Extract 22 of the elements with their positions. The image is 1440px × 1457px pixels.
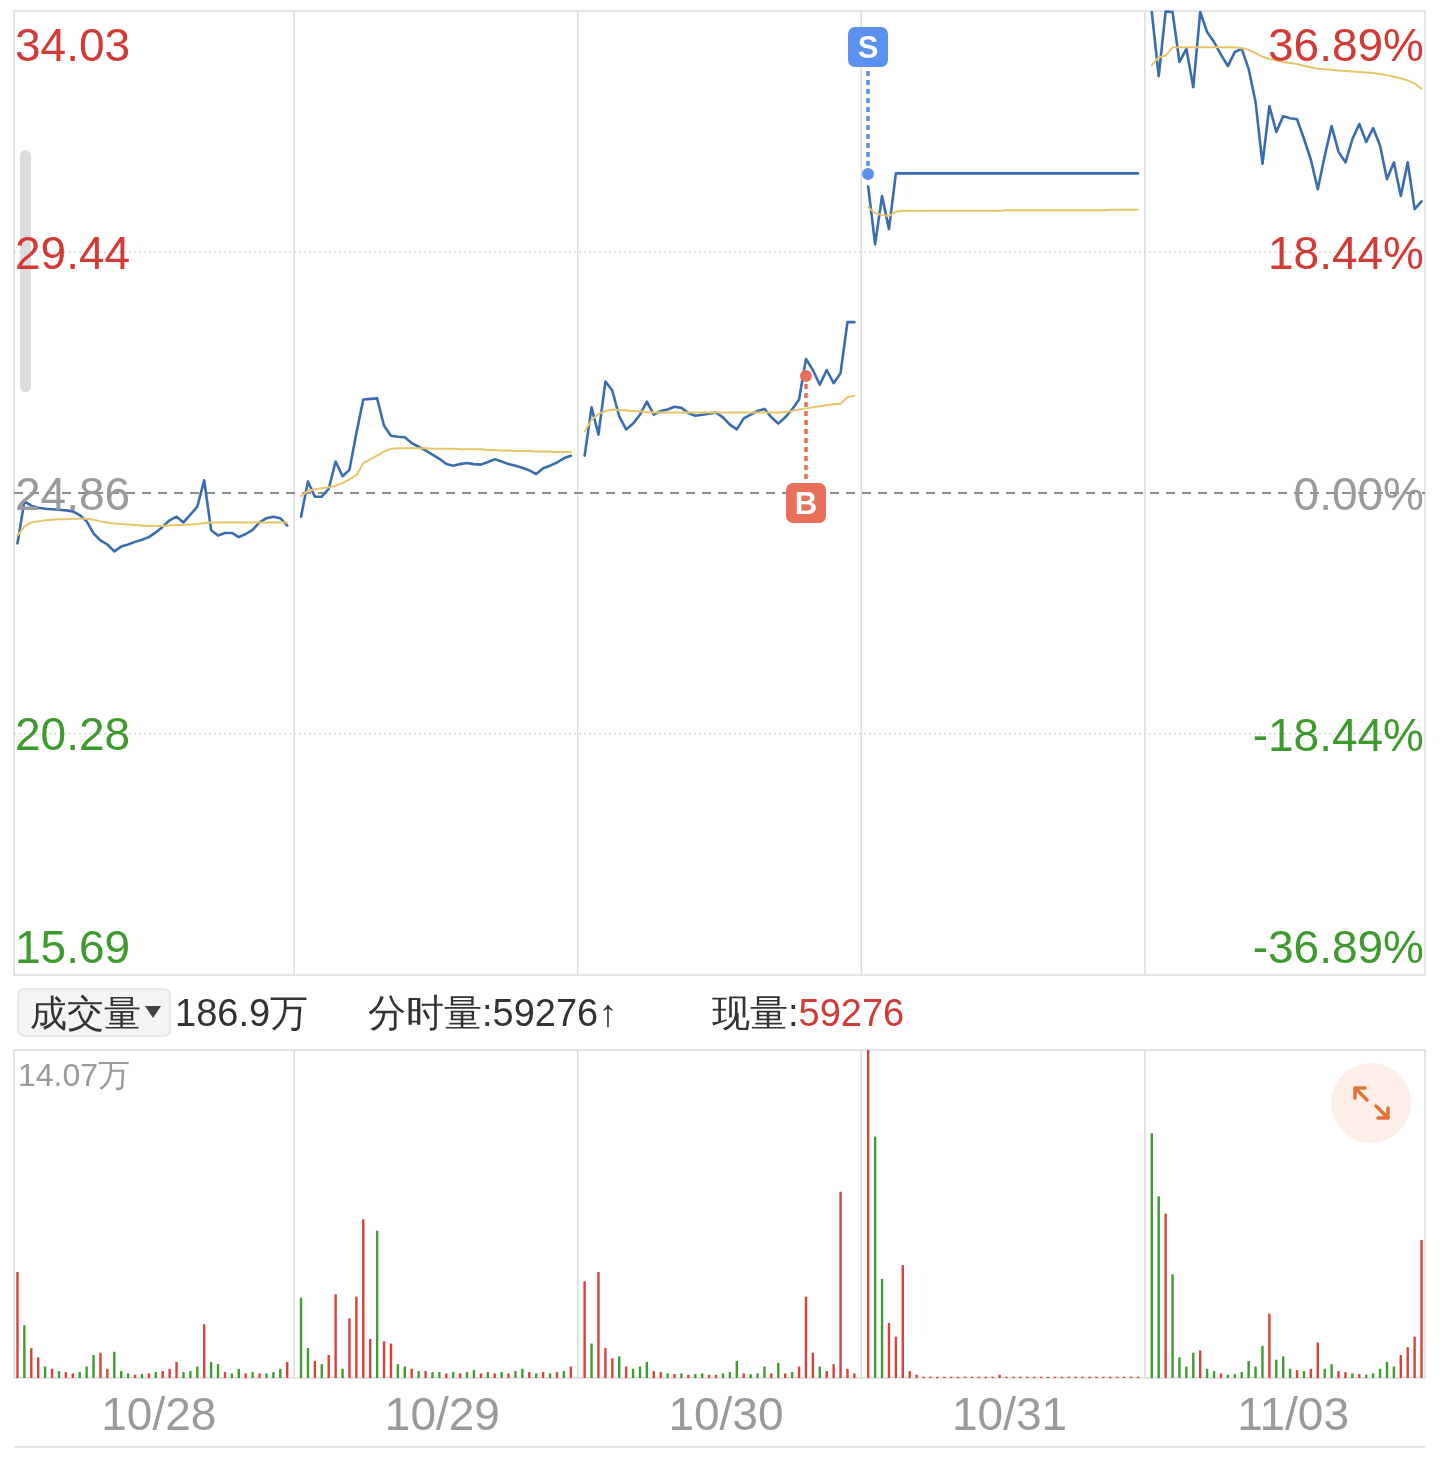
x-tick-label: 10/29 bbox=[384, 1388, 500, 1440]
y2-tick-label: 0.00% bbox=[1293, 467, 1424, 520]
annotation: 59276 bbox=[798, 992, 905, 1034]
y2-tick-label: 18.44% bbox=[1268, 226, 1424, 279]
x-tick-label: 10/28 bbox=[101, 1388, 217, 1440]
x-tick-label: 11/03 bbox=[1237, 1388, 1349, 1440]
annotation: S bbox=[857, 30, 879, 65]
y2-tick-label: -36.89% bbox=[1252, 920, 1424, 973]
annotation: 14.07万 bbox=[18, 1057, 131, 1093]
x-tick-label: 10/30 bbox=[668, 1388, 784, 1440]
x-tick-label: 10/31 bbox=[952, 1388, 1068, 1440]
annotation: 分时量:59276↑ bbox=[368, 992, 618, 1034]
y-tick-label: 20.28 bbox=[15, 708, 131, 761]
title: 成交量 bbox=[30, 993, 141, 1034]
annotation: 现量: bbox=[712, 992, 799, 1034]
y2-tick-label: 36.89% bbox=[1268, 18, 1424, 71]
annotation: 186.9万 bbox=[175, 992, 309, 1034]
y-tick-label: 34.03 bbox=[15, 18, 131, 71]
y-tick-label: 29.44 bbox=[15, 226, 131, 279]
y-tick-label: 15.69 bbox=[15, 920, 131, 973]
y2-tick-label: -18.44% bbox=[1252, 708, 1424, 761]
annotation: B bbox=[794, 486, 818, 521]
